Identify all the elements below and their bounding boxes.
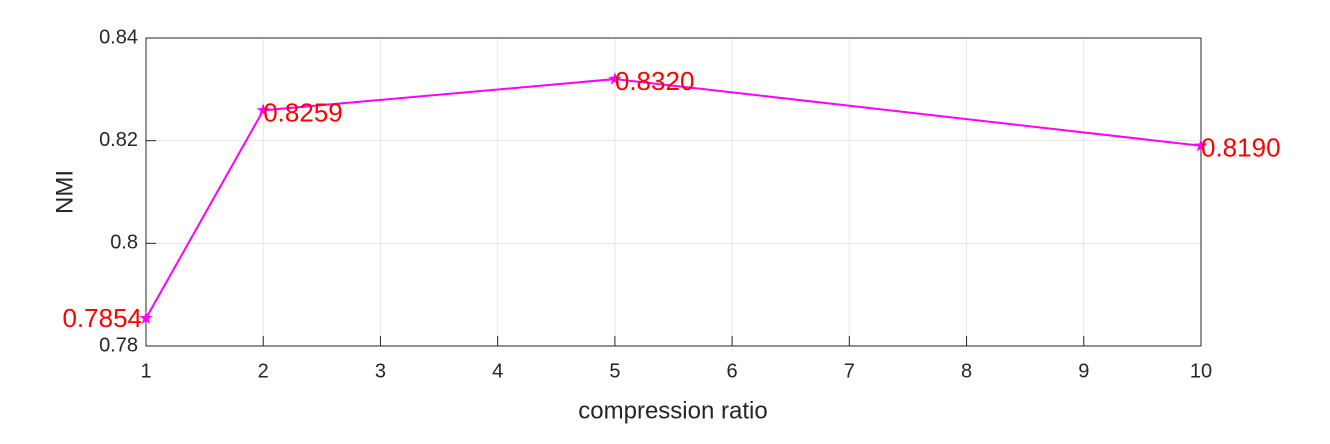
x-tick-label: 2 <box>258 360 269 382</box>
x-tick-label: 10 <box>1190 360 1212 382</box>
x-tick-label: 5 <box>609 360 620 382</box>
marker <box>1194 138 1208 152</box>
y-axis-label: NMI <box>51 170 78 214</box>
marker <box>256 103 270 117</box>
x-tick-label: 4 <box>492 360 503 382</box>
x-tick-label: 1 <box>140 360 151 382</box>
y-tick-label: 0.78 <box>99 334 138 356</box>
x-tick-label: 6 <box>727 360 738 382</box>
series-line <box>145 78 1202 319</box>
value-label: 0.8190 <box>1201 133 1281 163</box>
x-tick-label: 9 <box>1078 360 1089 382</box>
value-label: 0.7854 <box>62 303 142 333</box>
x-axis-label: compression ratio <box>578 397 767 424</box>
y-tick-label: 0.8 <box>110 232 138 254</box>
x-tick-label: 7 <box>844 360 855 382</box>
x-tick-label: 8 <box>961 360 972 382</box>
plot-frame <box>145 37 1202 347</box>
value-label: 0.8320 <box>615 66 695 96</box>
marker <box>608 72 622 85</box>
value-label: 0.8259 <box>263 97 343 127</box>
marker <box>139 311 153 324</box>
y-tick-label: 0.82 <box>99 129 138 151</box>
x-tick-label: 3 <box>375 360 386 382</box>
y-tick-label: 0.84 <box>99 26 138 48</box>
